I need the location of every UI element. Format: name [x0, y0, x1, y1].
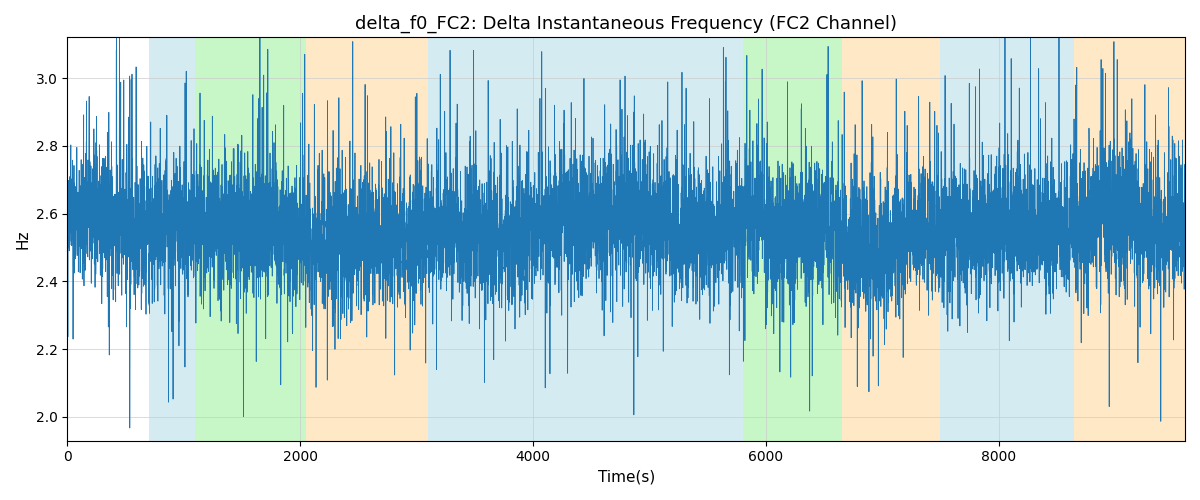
- Bar: [743, 38, 841, 440]
- Bar: [841, 38, 941, 440]
- Bar: [196, 38, 306, 440]
- Bar: [306, 38, 428, 440]
- Bar: [941, 38, 1074, 440]
- Bar: [714, 38, 743, 440]
- X-axis label: Time(s): Time(s): [598, 470, 655, 485]
- Bar: [1074, 38, 1186, 440]
- Bar: [149, 38, 196, 440]
- Title: delta_f0_FC2: Delta Instantaneous Frequency (FC2 Channel): delta_f0_FC2: Delta Instantaneous Freque…: [355, 15, 898, 34]
- Y-axis label: Hz: Hz: [16, 230, 30, 249]
- Bar: [428, 38, 714, 440]
